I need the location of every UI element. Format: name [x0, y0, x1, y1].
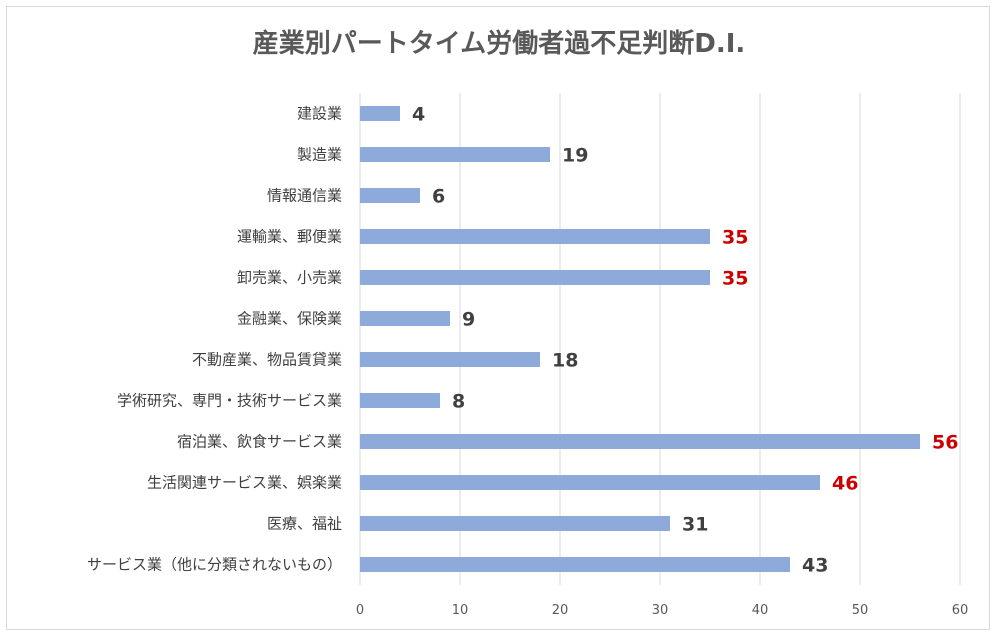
category-label: 情報通信業 [267, 187, 342, 205]
category-label: サービス業（他に分類されないもの） [87, 556, 342, 574]
category-label: 金融業、保険業 [237, 310, 342, 328]
category-labels: 建設業製造業情報通信業運輸業、郵便業卸売業、小売業金融業、保険業不動産業、物品賃… [87, 105, 342, 574]
data-label: 18 [552, 350, 578, 372]
x-tick-label: 40 [752, 603, 769, 618]
data-label: 43 [802, 555, 828, 577]
bar [360, 229, 710, 244]
category-label: 不動産業、物品賃貸業 [192, 351, 342, 369]
x-tick-label: 0 [356, 603, 364, 618]
x-tick-label: 60 [952, 603, 969, 618]
data-label: 35 [722, 227, 748, 249]
bar [360, 188, 420, 203]
category-label: 宿泊業、飲食サービス業 [177, 433, 342, 451]
bar [360, 147, 550, 162]
data-label: 56 [932, 432, 958, 454]
bars [360, 106, 920, 572]
bar [360, 352, 540, 367]
data-label: 8 [452, 391, 465, 413]
value-labels: 4 19 6 35 35 9 18 8 56 46 31 43 [412, 104, 958, 577]
category-label: 運輸業、郵便業 [237, 228, 342, 246]
chart-title: 産業別パートタイム労働者過不足判断D.I. [253, 28, 746, 59]
data-label: 4 [412, 104, 425, 126]
x-tick-label: 30 [652, 603, 669, 618]
category-label: 生活関連サービス業、娯楽業 [147, 474, 342, 492]
category-label: 卸売業、小売業 [237, 269, 342, 287]
x-tick-label: 50 [852, 603, 869, 618]
bar [360, 475, 820, 490]
category-label: 学術研究、専門・技術サービス業 [117, 392, 342, 410]
x-tick-label: 20 [552, 603, 569, 618]
data-label: 19 [562, 145, 588, 167]
category-label: 建設業 [297, 105, 342, 123]
x-tick-label: 10 [452, 603, 469, 618]
bar [360, 434, 920, 449]
bar [360, 393, 440, 408]
bar [360, 557, 790, 572]
data-label: 46 [832, 473, 858, 495]
data-label: 35 [722, 268, 748, 290]
bar [360, 311, 450, 326]
bar [360, 516, 670, 531]
data-label: 31 [682, 514, 708, 536]
data-label: 6 [432, 186, 445, 208]
bar [360, 106, 400, 121]
bar [360, 270, 710, 285]
gridlines [359, 93, 961, 585]
data-label: 9 [462, 309, 475, 331]
category-label: 製造業 [297, 146, 342, 164]
x-axis-ticks: 0 10 20 30 40 50 60 [356, 603, 968, 618]
category-label: 医療、福祉 [267, 515, 342, 533]
